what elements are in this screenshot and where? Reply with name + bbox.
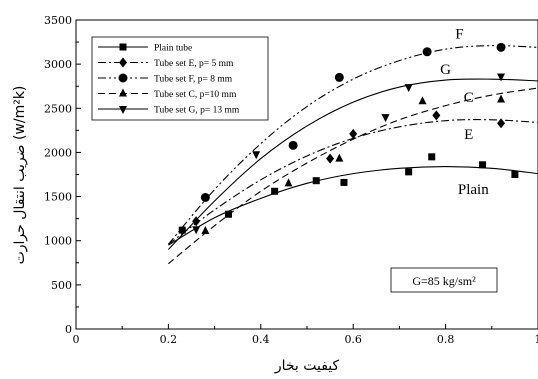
legend-label-3: Tube set C, p=10 mm: [154, 90, 237, 100]
data-point-0-7: [479, 161, 487, 169]
x-axis-title: کیفیت بخار: [274, 358, 340, 374]
x-tick-label: 0.8: [437, 333, 455, 346]
y-tick-label: 500: [51, 279, 72, 292]
y-tick-label: 2000: [44, 146, 72, 159]
legend-marker-1: [119, 57, 127, 68]
data-point-0-0: [178, 226, 186, 234]
y-axis-title: ضریب انتقال حرارت (w/m²k): [12, 86, 28, 265]
x-tick-label: 0: [73, 333, 80, 346]
data-point-2-3: [422, 47, 432, 57]
data-point-0-8: [511, 171, 519, 178]
x-tick-label: 0.4: [252, 333, 270, 346]
legend-marker-2: [118, 73, 128, 83]
note-text: G=85 kg/sm²: [412, 274, 476, 288]
data-point-2-4: [496, 42, 506, 52]
series-line-3: [168, 87, 538, 265]
data-point-1-1: [326, 153, 335, 164]
annotation-3: E: [464, 127, 473, 143]
legend-label-0: Plain tube: [154, 44, 192, 54]
note-box-group: G=85 kg/sm²: [390, 267, 498, 293]
x-tick-label: 1: [535, 333, 538, 346]
data-point-4-4: [497, 73, 506, 82]
y-tick-label: 2500: [44, 102, 72, 115]
data-point-2-2: [334, 72, 344, 82]
data-point-1-2: [349, 128, 358, 139]
legend-marker-0: [119, 43, 127, 51]
data-point-4-2: [381, 114, 390, 123]
data-point-2-0: [200, 192, 210, 202]
data-point-1-4: [497, 118, 506, 129]
legend-marker-4: [119, 106, 127, 114]
data-point-3-0: [201, 226, 210, 235]
y-tick-label: 1000: [44, 235, 72, 248]
data-point-0-3: [312, 177, 320, 185]
data-point-0-2: [271, 187, 279, 195]
y-tick-label: 3000: [44, 58, 72, 71]
x-tick-label: 0.2: [160, 333, 178, 346]
data-point-4-1: [252, 151, 261, 160]
data-point-4-3: [404, 84, 413, 93]
data-point-0-5: [405, 168, 413, 176]
y-tick-label: 3500: [44, 14, 72, 27]
data-point-3-1: [284, 178, 293, 187]
annotation-1: G: [440, 62, 451, 78]
data-point-1-3: [432, 110, 441, 121]
data-point-0-6: [428, 153, 436, 161]
legend-label-4: Tube set G, p= 13 mm: [154, 106, 240, 116]
curve-annotations: F GC E Plain: [440, 27, 489, 198]
legend-label-2: Tube set F, p= 8 mm: [154, 75, 233, 85]
data-point-2-1: [288, 140, 298, 150]
legend-label-1: Tube set E, p= 5 mm: [154, 59, 234, 69]
data-point-4-0: [192, 226, 201, 235]
series-markers: [178, 42, 519, 235]
data-point-1-0: [192, 216, 201, 227]
legend-marker-3: [119, 88, 127, 97]
y-tick-label: 1500: [44, 191, 72, 204]
annotation-4: Plain: [458, 182, 489, 198]
data-point-3-3: [418, 96, 427, 105]
data-point-0-4: [340, 178, 348, 186]
y-tick-label: 0: [65, 323, 72, 336]
axis-ticks: 0 0.2 0.4 0.6 0.8 1 0 500 1000 1500 2000 2500 3000 35…: [44, 14, 538, 346]
annotation-0: F: [455, 27, 463, 43]
legend-items: Plain tube Tube set E, p= 5 mm Tube set F,…: [98, 43, 240, 116]
note-box: [390, 267, 498, 293]
series-line-0: [168, 166, 538, 246]
data-point-3-2: [335, 153, 344, 162]
series-line-2: [167, 45, 538, 245]
series-line-4: [168, 78, 538, 250]
annotation-2: C: [464, 90, 474, 106]
legend: Plain tube Tube set E, p= 5 mm Tube set F,…: [91, 36, 269, 121]
x-tick-label: 0.6: [344, 333, 362, 346]
data-point-0-1: [224, 210, 232, 218]
data-point-3-4: [497, 94, 506, 103]
